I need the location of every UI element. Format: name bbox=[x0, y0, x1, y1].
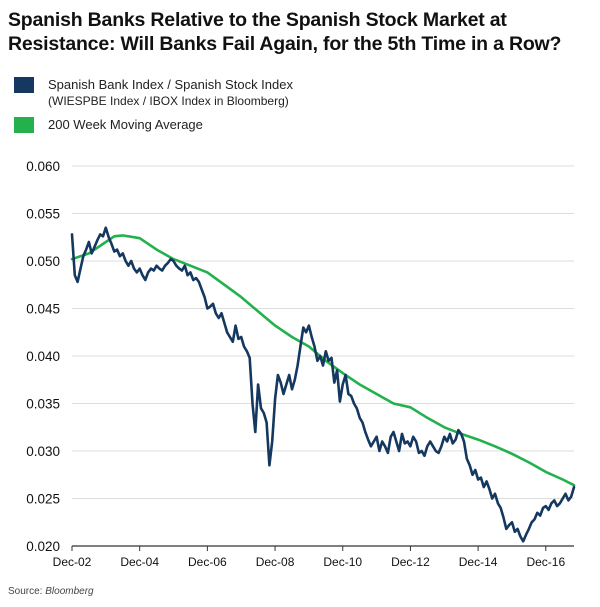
x-tick-label-Dec-08: Dec-08 bbox=[256, 555, 295, 569]
legend: Spanish Bank Index / Spanish Stock Index… bbox=[14, 76, 293, 133]
x-tick-label-Dec-10: Dec-10 bbox=[323, 555, 362, 569]
y-tick-label-0.045: 0.045 bbox=[26, 302, 60, 317]
x-tick-label-Dec-04: Dec-04 bbox=[120, 555, 159, 569]
y-tick-labels: 0.020 0.025 0.030 0.035 0.040 0.045 0.050 0.055… bbox=[26, 159, 60, 554]
legend-swatch-ratio bbox=[14, 77, 34, 93]
legend-item-ma: 200 Week Moving Average bbox=[14, 116, 293, 133]
series-line-bank-ratio bbox=[70, 226, 576, 543]
axes bbox=[71, 545, 574, 551]
legend-label-ma: 200 Week Moving Average bbox=[48, 117, 203, 132]
series-lines bbox=[70, 226, 576, 543]
chart-title: Spanish Banks Relative to the Spanish St… bbox=[8, 9, 562, 55]
y-tick-label-0.050: 0.050 bbox=[26, 254, 60, 269]
legend-swatch-ma bbox=[14, 117, 34, 133]
source-note: Source: Bloomberg bbox=[8, 586, 94, 597]
legend-sublabel-ratio: (WIESPBE Index / IBOX Index in Bloomberg… bbox=[48, 94, 289, 108]
y-tick-label-0.060: 0.060 bbox=[26, 159, 60, 174]
x-tick-label-Dec-14: Dec-14 bbox=[459, 555, 498, 569]
source-label: Source: bbox=[8, 586, 43, 597]
series-line-moving-average bbox=[70, 234, 576, 487]
source-value: Bloomberg bbox=[45, 586, 94, 597]
x-tick-label-Dec-02: Dec-02 bbox=[53, 555, 92, 569]
y-tick-label-0.035: 0.035 bbox=[26, 397, 60, 412]
y-tick-label-0.020: 0.020 bbox=[26, 539, 60, 554]
x-tick-label-Dec-12: Dec-12 bbox=[391, 555, 430, 569]
y-tick-label-0.055: 0.055 bbox=[26, 207, 60, 222]
y-tick-label-0.040: 0.040 bbox=[26, 349, 60, 364]
y-tick-label-0.030: 0.030 bbox=[26, 444, 60, 459]
legend-label-ratio: Spanish Bank Index / Spanish Stock Index bbox=[48, 77, 293, 92]
gridlines bbox=[72, 165, 574, 499]
y-tick-label-0.025: 0.025 bbox=[26, 492, 60, 507]
x-tick-label-Dec-06: Dec-06 bbox=[188, 555, 227, 569]
legend-item-ratio: Spanish Bank Index / Spanish Stock Index… bbox=[14, 76, 293, 110]
x-tick-labels: Dec-02 Dec-04 Dec-06 Dec-08 Dec-10 Dec-12 Dec-… bbox=[53, 555, 566, 569]
x-tick-label-Dec-16: Dec-16 bbox=[526, 555, 565, 569]
